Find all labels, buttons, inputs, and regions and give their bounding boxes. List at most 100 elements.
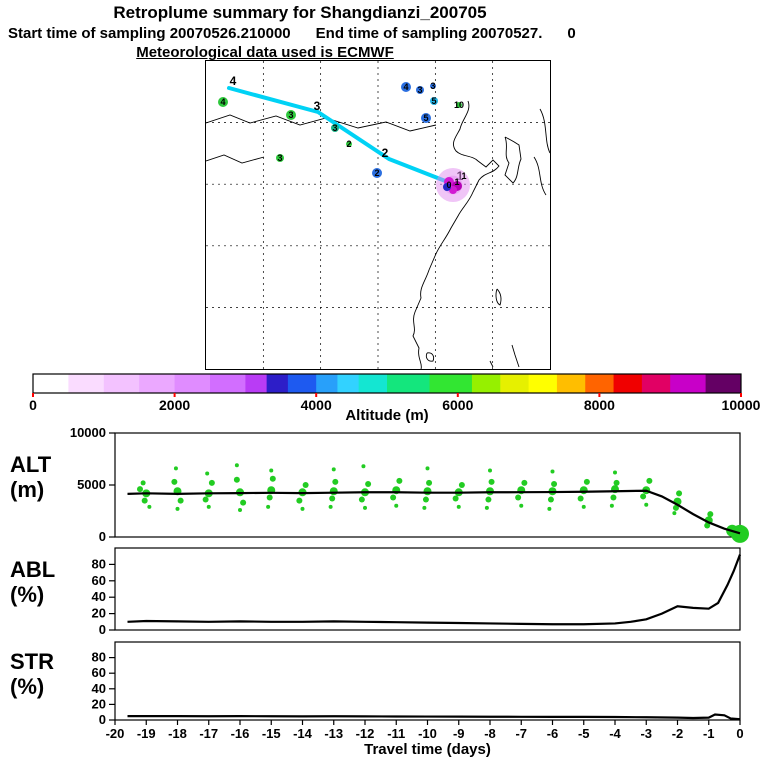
colorbar-tick-label: 8000 — [584, 397, 615, 413]
abl-panel-frame — [114, 547, 741, 631]
abl-y-tick-label: 80 — [92, 556, 106, 571]
colorbar-segment — [528, 374, 558, 393]
colorbar-tick-label: 0 — [29, 397, 37, 413]
x-tick-label: -17 — [199, 726, 218, 741]
x-tick-label: -7 — [515, 726, 527, 741]
plume-particle-altitudes-dot — [579, 486, 588, 495]
plume-particle-altitudes-dot — [672, 504, 679, 511]
met-data-line: Meteorological data used is ECMWF — [136, 44, 394, 61]
alt-panel-unit: (m) — [10, 477, 45, 502]
colorbar-segment — [500, 374, 530, 393]
plume-marker-label: 10 — [454, 100, 464, 110]
plume-marker-label: 4 — [220, 97, 225, 107]
colorbar-segment — [585, 374, 615, 393]
colorbar-segment — [68, 374, 105, 393]
plume-particle-altitudes-dot — [707, 511, 714, 518]
plume-particle-altitudes-dot — [177, 497, 184, 504]
plume-particle-altitudes-dot — [173, 466, 178, 471]
border-north — [206, 114, 437, 132]
x-axis-label: Travel time (days) — [364, 741, 491, 758]
x-tick-label: -5 — [578, 726, 590, 741]
plume-particle-altitudes-dot — [266, 504, 271, 509]
colorbar-tick-label: 10000 — [722, 397, 761, 413]
plume-particle-altitudes-dot — [426, 479, 433, 486]
x-tick-label: -4 — [609, 726, 621, 741]
trajectory-day-label: 2 — [382, 146, 389, 160]
plume-particle-altitudes-dot — [363, 505, 367, 510]
plume-particle-altitudes-dot — [269, 468, 274, 473]
plume-marker — [430, 83, 436, 89]
cluster-label: 1 — [454, 177, 459, 187]
cluster-label: 1 — [461, 171, 466, 181]
plume-particle-altitudes-dot — [484, 505, 489, 510]
x-tick-label: -1 — [703, 726, 715, 741]
plume-particle-altitudes-dot — [672, 511, 677, 516]
fraction-in-stratosphere-line — [127, 713, 741, 721]
plume-particle-altitudes-dot — [240, 499, 247, 506]
plume-particle-altitudes-dot — [234, 463, 239, 468]
plume-particle-altitudes-dot — [422, 496, 429, 503]
colorbar-segment — [245, 374, 268, 393]
plume-particle-altitudes-dot — [296, 497, 303, 504]
x-tick-label: -12 — [356, 726, 375, 741]
colorbar-segment — [316, 374, 338, 393]
colorbar-segment — [210, 374, 246, 393]
plume-marker-label: 3 — [332, 123, 337, 133]
abl-panel-unit: (%) — [10, 582, 45, 607]
plume-marker-label: 3 — [277, 153, 282, 163]
alt-y-tick-label: 5000 — [77, 477, 106, 492]
colorbar-segment — [471, 374, 501, 393]
plume-particle-altitudes-dot — [458, 482, 465, 488]
plot-title: Retroplume summary for Shangdianzi_20070… — [113, 3, 487, 22]
plume-marker — [421, 113, 431, 123]
plume-particle-altitudes-dot — [205, 471, 210, 476]
plume-particle-altitudes-dot — [613, 479, 620, 486]
trajectory-day-label: 3 — [314, 99, 321, 113]
colorbar-segment — [613, 374, 643, 393]
plume-particle-altitudes-dot — [488, 478, 495, 485]
colorbar-segment — [139, 374, 176, 393]
str-y-tick-label: 20 — [92, 696, 106, 711]
x-tick-label: -3 — [640, 726, 652, 741]
plume-particle-altitudes-dot — [140, 480, 146, 486]
plume-particle-altitudes-dot — [613, 470, 617, 475]
plume-particle-altitudes-dot — [519, 503, 524, 508]
plume-particle-altitudes-dot — [521, 479, 528, 486]
plume-particle-altitudes-dot — [550, 469, 555, 474]
plume-marker-label: 3 — [288, 110, 293, 120]
plume-particle-altitudes-dot — [423, 487, 432, 496]
plume-marker — [276, 154, 284, 162]
coastline-korea — [504, 136, 522, 184]
plume-particle-altitudes-dot — [581, 504, 586, 509]
colorbar-tick-label: 4000 — [301, 397, 332, 413]
plume-marker — [372, 168, 382, 178]
x-tick-label: -13 — [324, 726, 343, 741]
str-panel-frame — [114, 641, 741, 721]
x-tick-label: -18 — [168, 726, 187, 741]
str-y-tick-label: 40 — [92, 681, 106, 696]
plume-particle-altitudes-dot — [206, 504, 211, 509]
plume-particle-altitudes-dot — [704, 522, 711, 529]
plume-particle-altitudes-dot — [147, 504, 152, 509]
plume-particle-altitudes-dot — [266, 494, 273, 501]
alt-y-tick-label: 10000 — [70, 425, 106, 440]
colorbar-segment — [33, 374, 69, 393]
plume-particle-altitudes-dot — [300, 506, 305, 511]
plume-particle-altitudes-dot — [208, 479, 215, 486]
plume-particle-altitudes-dot — [644, 502, 649, 507]
colorbar-segment — [641, 374, 671, 393]
plume-particle-altitudes-dot — [365, 480, 372, 487]
plume-particle-altitudes-dot — [175, 506, 180, 511]
plume-particle-altitudes-dot — [328, 504, 333, 509]
plume-marker — [331, 124, 339, 132]
x-tick-label: -10 — [418, 726, 437, 741]
abl-panel-label: ABL — [10, 557, 56, 582]
str-panel-label: STR — [10, 649, 54, 674]
alt-panel-label: ALT — [10, 452, 52, 477]
x-tick-label: -14 — [293, 726, 313, 741]
str-y-tick-label: 80 — [92, 650, 106, 665]
plume-marker-label: 3 — [417, 85, 422, 95]
plume-particle-altitudes-dot — [640, 493, 647, 500]
x-tick-label: -16 — [231, 726, 250, 741]
